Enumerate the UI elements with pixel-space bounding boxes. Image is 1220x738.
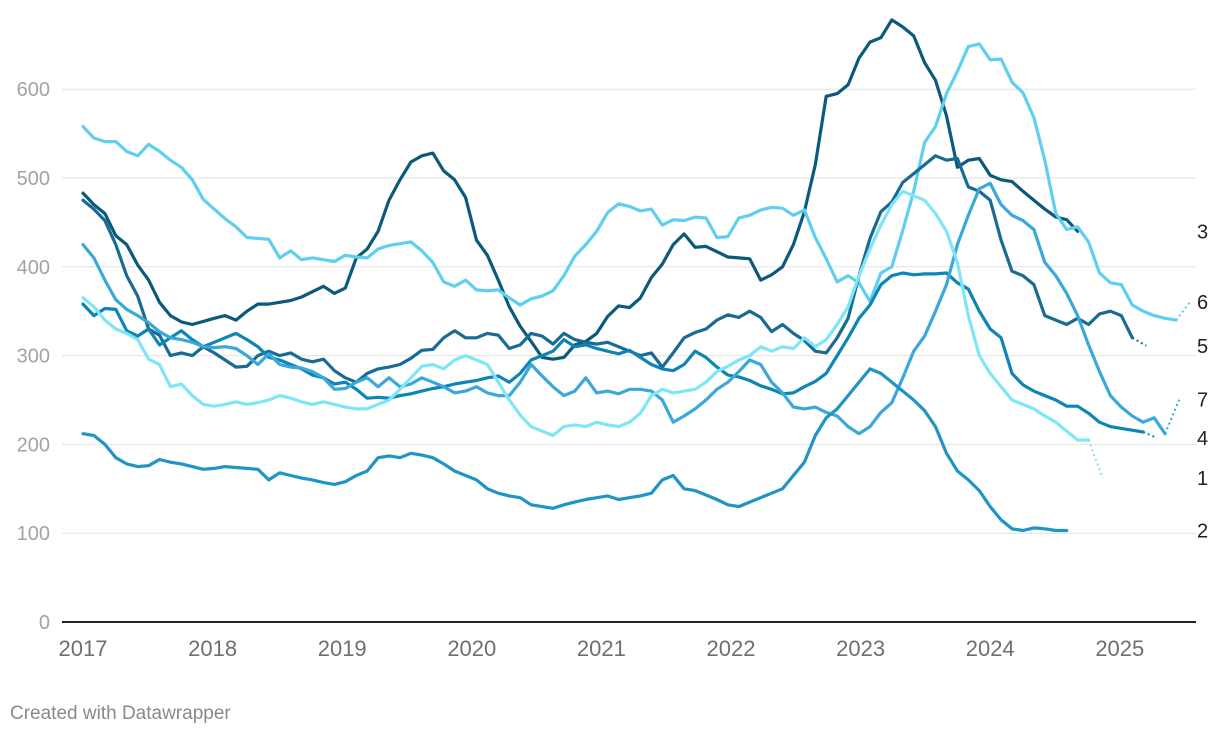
y-axis-ticks: 0 100 200 300 400 500 600 — [17, 79, 50, 634]
series-end-labels: 3 6 5 7 4 1 2 — [1087, 221, 1208, 543]
series-line-7 — [81, 181, 1167, 436]
y-tick-label: 500 — [17, 168, 50, 190]
end-label-4: 4 — [1197, 428, 1208, 450]
end-label-1: 1 — [1197, 468, 1208, 490]
end-label-7: 7 — [1197, 390, 1208, 412]
series-line-5 — [81, 154, 1134, 384]
y-tick-label: 0 — [39, 612, 50, 634]
x-tick-label: 2022 — [707, 636, 756, 661]
y-tick-label: 600 — [17, 79, 50, 101]
x-tick-label: 2019 — [318, 636, 367, 661]
end-label-6: 6 — [1197, 292, 1208, 314]
y-tick-label: 400 — [17, 257, 50, 279]
label-leader-6 — [1175, 301, 1191, 321]
label-leader-5 — [1131, 336, 1147, 347]
end-label-2: 2 — [1197, 521, 1208, 543]
credit-text: Created with Datawrapper — [10, 703, 231, 724]
label-leader-4 — [1142, 431, 1158, 439]
x-tick-label: 2023 — [836, 636, 885, 661]
series-line-6 — [81, 42, 1178, 322]
x-tick-label: 2025 — [1095, 636, 1144, 661]
end-label-3: 3 — [1197, 221, 1208, 243]
series-line-4 — [81, 271, 1145, 434]
gridlines — [62, 88, 1196, 623]
label-leader-1 — [1087, 439, 1104, 479]
series-line-1 — [81, 189, 1091, 442]
series-line-3 — [81, 18, 1080, 361]
series-lines — [81, 18, 1178, 533]
y-tick-label: 200 — [17, 434, 50, 456]
end-label-5: 5 — [1197, 336, 1208, 358]
x-axis-ticks: 2017 2018 2019 2020 2021 2022 2023 2024 2025 — [59, 636, 1145, 661]
y-tick-label: 100 — [17, 523, 50, 545]
x-tick-label: 2021 — [577, 636, 626, 661]
x-tick-label: 2020 — [447, 636, 496, 661]
y-tick-label: 300 — [17, 346, 50, 368]
x-tick-label: 2024 — [966, 636, 1015, 661]
x-tick-label: 2018 — [188, 636, 237, 661]
x-tick-label: 2017 — [59, 636, 108, 661]
series-line-2 — [81, 367, 1069, 533]
label-leader-7 — [1164, 399, 1181, 435]
